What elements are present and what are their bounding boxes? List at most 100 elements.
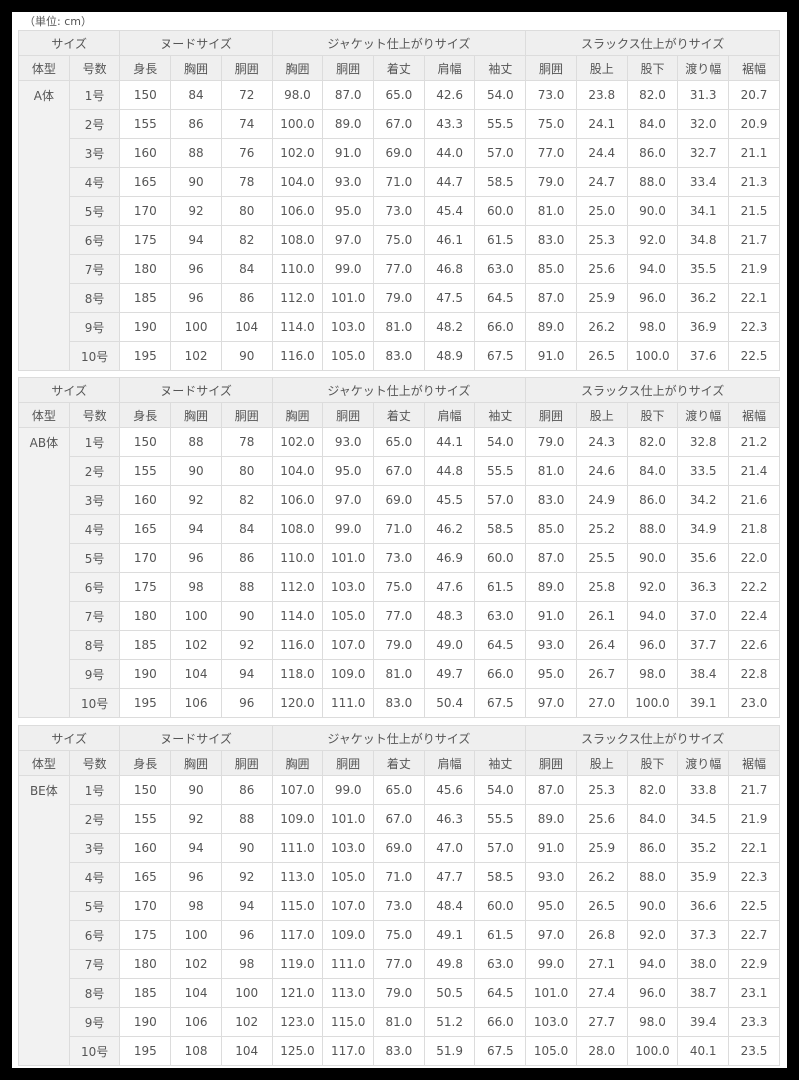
size-number-cell: 9号 (68, 659, 121, 689)
size-number-cell: 4号 (68, 862, 121, 892)
header-nude-size: ヌードサイズ (119, 725, 273, 751)
height-cell: 185 (119, 978, 172, 1008)
size-number-cell: 1号 (68, 775, 121, 805)
nude-chest-cell: 92 (170, 804, 222, 834)
size-table-BE体: サイズ ヌードサイズ ジャケット仕上がりサイズ スラックス仕上がりサイズ 体型 号数 身長胸… (17, 725, 780, 1066)
hem-width-cell: 21.1 (728, 138, 780, 168)
rise-cell: 27.7 (575, 1007, 628, 1037)
slacks-waist-cell: 79.0 (525, 427, 577, 457)
size-number-cell: 8号 (68, 978, 121, 1008)
rise-cell: 27.0 (575, 688, 628, 718)
inseam-cell: 92.0 (626, 572, 679, 602)
header-slacks-waist: 胴囲 (525, 750, 577, 776)
table-row: 2号 155 92 88 109.0 101.0 67.0 46.3 55.5 89.0 25.6 8… (19, 804, 780, 834)
size-number-cell: 6号 (68, 920, 121, 950)
inseam-cell: 92.0 (626, 225, 679, 255)
rise-cell: 25.9 (575, 283, 628, 313)
jacket-chest-cell: 108.0 (271, 514, 324, 544)
jacket-waist-cell: 97.0 (322, 485, 375, 515)
shoulder-width-cell: 48.3 (423, 601, 476, 631)
nude-chest-cell: 94 (170, 225, 222, 255)
inseam-cell: 96.0 (626, 630, 679, 660)
nude-waist-cell: 90 (220, 833, 273, 863)
nude-chest-cell: 86 (170, 109, 222, 139)
thigh-width-cell: 40.1 (677, 1036, 730, 1066)
table-row: 3号 160 88 76 102.0 91.0 69.0 44.0 57.0 77.0 24.4 86… (19, 138, 780, 168)
nude-chest-cell: 102 (170, 341, 222, 371)
slacks-waist-cell: 89.0 (525, 572, 577, 602)
nude-chest-cell: 88 (170, 138, 222, 168)
jacket-chest-cell: 115.0 (271, 891, 324, 921)
table-row: 5号 170 96 86 110.0 101.0 73.0 46.9 60.0 87.0 25.5 9… (19, 543, 780, 573)
thigh-width-cell: 32.0 (677, 109, 730, 139)
sleeve-length-cell: 67.5 (474, 1036, 527, 1066)
header-thigh-width: 渡り幅 (677, 55, 730, 81)
nude-chest-cell: 92 (170, 485, 222, 515)
hem-width-cell: 21.8 (728, 514, 780, 544)
slacks-waist-cell: 87.0 (525, 283, 577, 313)
nude-chest-cell: 84 (170, 80, 222, 110)
height-cell: 180 (119, 254, 172, 284)
header-body-type: 体型 (18, 402, 70, 428)
slacks-waist-cell: 77.0 (525, 138, 577, 168)
sleeve-length-cell: 57.0 (474, 833, 527, 863)
thigh-width-cell: 32.8 (677, 427, 730, 457)
nude-chest-cell: 102 (170, 630, 222, 660)
jacket-chest-cell: 110.0 (271, 543, 324, 573)
shoulder-width-cell: 47.6 (423, 572, 476, 602)
jacket-chest-cell: 123.0 (271, 1007, 324, 1037)
header-shoulder-width: 肩幅 (423, 402, 476, 428)
shoulder-width-cell: 43.3 (423, 109, 476, 139)
inseam-cell: 82.0 (626, 775, 679, 805)
size-number-cell: 9号 (68, 312, 121, 342)
jacket-waist-cell: 99.0 (322, 254, 375, 284)
jacket-length-cell: 83.0 (373, 341, 425, 371)
rise-cell: 24.4 (575, 138, 628, 168)
shoulder-width-cell: 46.8 (423, 254, 476, 284)
height-cell: 175 (119, 920, 172, 950)
slacks-waist-cell: 93.0 (525, 630, 577, 660)
jacket-waist-cell: 109.0 (322, 659, 375, 689)
jacket-waist-cell: 117.0 (322, 1036, 375, 1066)
slacks-waist-cell: 95.0 (525, 891, 577, 921)
jacket-length-cell: 81.0 (373, 312, 425, 342)
jacket-length-cell: 69.0 (373, 138, 425, 168)
slacks-waist-cell: 85.0 (525, 254, 577, 284)
jacket-waist-cell: 101.0 (322, 283, 375, 313)
hem-width-cell: 22.6 (728, 630, 780, 660)
header-slacks-waist: 胴囲 (525, 402, 577, 428)
rise-cell: 26.7 (575, 659, 628, 689)
table-row: BE体 1号 150 90 86 107.0 99.0 65.0 45.6 54.0 87.0 25.… (18, 775, 780, 1066)
height-cell: 160 (119, 833, 172, 863)
nude-waist-cell: 76 (220, 138, 273, 168)
inseam-cell: 100.0 (626, 1036, 679, 1066)
jacket-waist-cell: 105.0 (322, 862, 375, 892)
shoulder-width-cell: 51.2 (423, 1007, 476, 1037)
jacket-chest-cell: 120.0 (271, 688, 324, 718)
jacket-waist-cell: 97.0 (322, 225, 375, 255)
jacket-length-cell: 71.0 (373, 862, 425, 892)
jacket-chest-cell: 116.0 (271, 630, 324, 660)
header-height: 身長 (119, 55, 172, 81)
inseam-cell: 86.0 (626, 833, 679, 863)
rise-cell: 28.0 (575, 1036, 628, 1066)
jacket-chest-cell: 106.0 (271, 196, 324, 226)
size-number-cell: 8号 (68, 283, 121, 313)
header-body-type: 体型 (18, 55, 70, 81)
header-thigh-width: 渡り幅 (677, 402, 730, 428)
header-slacks-size: スラックス仕上がりサイズ (525, 377, 780, 403)
slacks-waist-cell: 93.0 (525, 862, 577, 892)
inseam-cell: 84.0 (626, 456, 679, 486)
slacks-waist-cell: 91.0 (525, 833, 577, 863)
header-group-row: サイズ ヌードサイズ ジャケット仕上がりサイズ スラックス仕上がりサイズ (17, 725, 780, 751)
height-cell: 190 (119, 1007, 172, 1037)
height-cell: 180 (119, 601, 172, 631)
shoulder-width-cell: 46.3 (423, 804, 476, 834)
slacks-waist-cell: 87.0 (525, 543, 577, 573)
jacket-chest-cell: 104.0 (271, 167, 324, 197)
thigh-width-cell: 37.0 (677, 601, 730, 631)
header-column-row: 体型 号数 身長 胸囲 胴囲 胸囲 胴囲 着丈 肩幅 袖丈 胴囲 股上 股下 渡り幅 裾幅 (18, 402, 780, 428)
rise-cell: 26.2 (575, 312, 628, 342)
shoulder-width-cell: 44.7 (423, 167, 476, 197)
table-row: 7号 180 100 90 114.0 105.0 77.0 48.3 63.0 91.0 26.1… (19, 601, 780, 631)
